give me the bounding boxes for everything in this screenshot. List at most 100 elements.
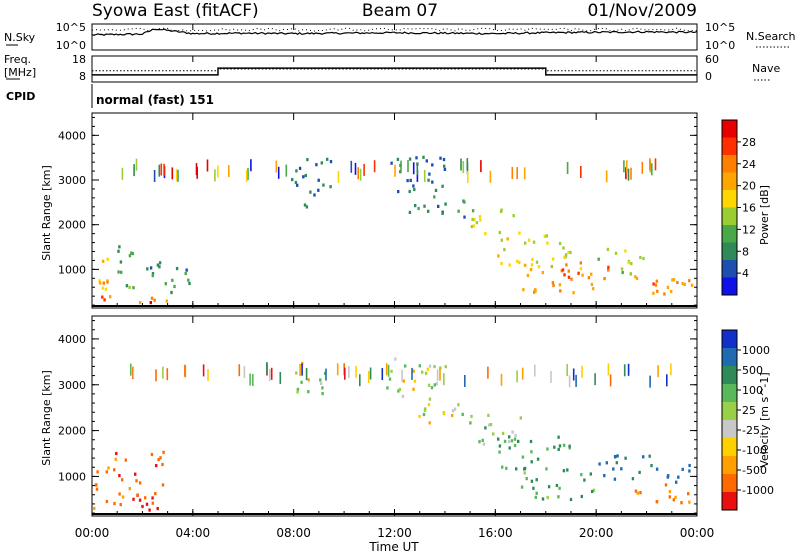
velocity-cell	[655, 500, 659, 504]
power-cell	[149, 301, 152, 305]
velocity-cell	[428, 397, 432, 401]
velocity-cell	[513, 443, 517, 448]
velocity-colorbar-tick-label: 1000	[742, 344, 770, 357]
velocity-cell	[411, 367, 413, 380]
power-colorbar-tick-label: 8	[742, 245, 749, 258]
power-cell	[467, 171, 469, 183]
power-cell	[580, 166, 582, 178]
velocity-cell	[121, 478, 124, 482]
power-cell	[133, 164, 135, 177]
velocity-colorbar-tick-label: -25	[742, 424, 760, 437]
nave-tick-top: 60	[705, 53, 719, 66]
power-colorbar: 28 24 20 16 12 8 4	[721, 119, 756, 296]
power-cell	[563, 273, 566, 277]
power-cell	[606, 247, 610, 251]
velocity-cell	[421, 370, 424, 374]
velocity-colorbar-tick-label: -500	[742, 464, 767, 477]
power-colorbar-swatch	[722, 120, 737, 138]
power-colorbar-swatch	[722, 277, 737, 296]
velocity-cell	[688, 500, 691, 504]
power-cell	[160, 163, 163, 176]
power-cell	[627, 168, 630, 181]
power-cell	[462, 161, 465, 173]
power-cell	[627, 261, 630, 265]
power-cell	[315, 163, 318, 167]
power-cell	[158, 164, 161, 177]
velocity-cell	[572, 368, 575, 381]
velocity-cell	[501, 465, 504, 469]
power-cell	[171, 278, 174, 282]
power-cell	[480, 160, 482, 173]
power-cell	[109, 295, 112, 299]
x-tick-label: 20:00	[579, 526, 614, 540]
velocity-colorbar-swatch	[722, 492, 737, 511]
velocity-cell	[412, 369, 415, 373]
velocity-cell	[569, 497, 573, 502]
power-cell	[119, 260, 123, 264]
velocity-cell	[386, 386, 389, 390]
power-panel: 1000 2000 3000 4000 Slant Range [km]	[40, 112, 698, 309]
power-cell	[416, 163, 419, 175]
velocity-colorbar-frame	[721, 329, 738, 511]
velocity-cell	[114, 457, 117, 461]
power-cell	[304, 173, 307, 178]
velocity-cell	[427, 383, 431, 387]
beam-title: Beam 07	[362, 1, 438, 21]
velocity-cell	[428, 364, 432, 368]
power-cell	[277, 166, 280, 179]
nave-series-line	[92, 68, 697, 72]
nsky-tick-bottom: 10^0	[56, 39, 86, 52]
velocity-colorbar-swatch	[722, 366, 737, 385]
power-cell	[625, 167, 627, 180]
power-cell	[563, 255, 566, 260]
power-cell	[394, 164, 396, 177]
power-cell	[506, 237, 509, 241]
power-cell	[630, 167, 632, 180]
power-cell	[564, 253, 568, 257]
velocity-cell	[155, 464, 158, 468]
power-cell	[185, 268, 188, 272]
velocity-cell	[513, 437, 517, 441]
power-cell	[125, 284, 129, 288]
nsearch-tick-top: 10^5	[705, 21, 735, 34]
power-cell	[590, 282, 594, 286]
power-cell	[158, 261, 162, 265]
power-cell	[357, 167, 359, 180]
velocity-cell	[301, 363, 303, 376]
power-cell	[291, 178, 294, 182]
power-cell	[565, 263, 568, 267]
velocity-cell	[138, 498, 142, 502]
nsky-series-line	[91, 28, 698, 36]
power-cell	[441, 184, 444, 188]
nsky-label: N.Sky	[4, 31, 36, 44]
velocity-cell	[639, 491, 642, 495]
velocity-cell	[138, 481, 142, 485]
power-colorbar-swatch	[722, 225, 737, 243]
velocity-cell	[130, 363, 132, 376]
power-cell	[329, 185, 332, 189]
velocity-cell	[523, 466, 527, 470]
velocity-cell	[510, 439, 514, 443]
velocity-cell	[481, 438, 484, 442]
velocity-colorbar-swatch	[722, 474, 737, 493]
velocity-cell	[607, 363, 610, 376]
power-cell	[164, 282, 167, 286]
power-cell	[326, 157, 329, 161]
power-cell	[597, 257, 600, 261]
power-cell	[551, 257, 555, 261]
freq-series-line	[92, 67, 697, 76]
velocity-cell	[427, 403, 431, 407]
power-cell	[663, 292, 666, 296]
power-cell	[396, 157, 400, 161]
power-cell	[390, 161, 393, 165]
power-ytick-label: 1000	[58, 263, 86, 276]
power-colorbar-tick-label: 28	[742, 136, 756, 149]
velocity-cell	[605, 461, 608, 465]
velocity-cell	[426, 367, 430, 371]
velocity-cell	[457, 403, 460, 407]
power-cell	[500, 261, 503, 266]
velocity-cell	[159, 456, 162, 460]
power-cell	[153, 170, 156, 182]
velocity-cell	[616, 454, 619, 458]
velocity-cell	[624, 456, 627, 460]
